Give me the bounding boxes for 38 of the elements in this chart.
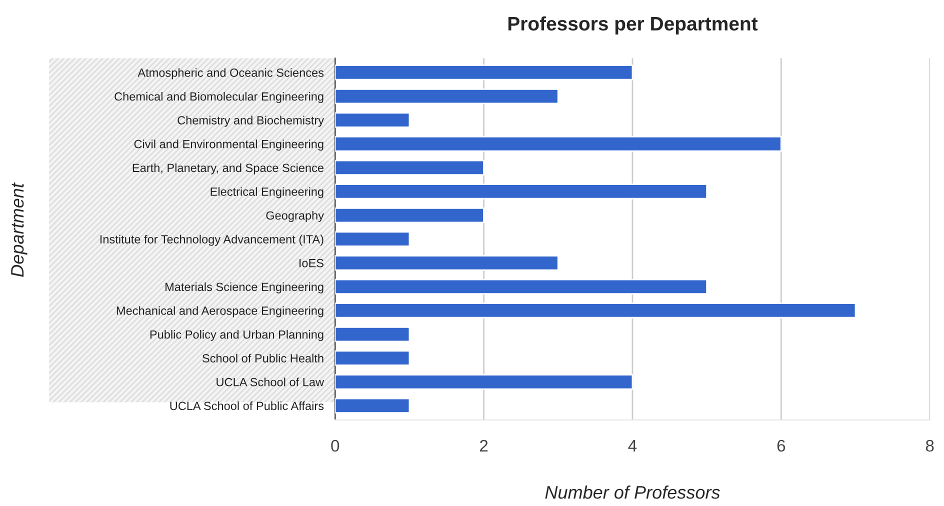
bar (335, 255, 559, 271)
bar (335, 231, 410, 247)
bar (335, 64, 634, 80)
y-tick-label: Chemical and Biomolecular Engineering (114, 92, 324, 103)
x-tick-label: 4 (628, 440, 637, 452)
y-tick-label: UCLA School of Law (216, 378, 324, 386)
x-tick-label: 2 (480, 440, 488, 452)
y-tick-label: Geography (266, 211, 324, 222)
y-tick-label: Electrical Engineering (210, 187, 324, 198)
chart-title: Professors per Department (508, 16, 758, 34)
bar (335, 398, 410, 414)
bar (335, 326, 410, 342)
bar (335, 350, 410, 366)
y-tick-label: Materials Science Engineering (166, 282, 324, 294)
y-tick-label: Atmospheric and Oceanic Sciences (138, 68, 324, 80)
y-tick-label: Civil and Environmental Engineering (134, 140, 324, 151)
x-tick-label: 6 (777, 440, 786, 452)
y-tick-label: IoES (300, 258, 324, 268)
bar (335, 136, 782, 152)
y-tick-label: Earth, Planetary, and Space Science (132, 163, 324, 174)
bar (335, 374, 634, 390)
bar (335, 207, 484, 224)
y-tick-label: Institute for Technology Advancement (ITA) (100, 234, 324, 246)
bar (335, 184, 708, 200)
x-tick-label: 8 (926, 440, 934, 452)
bar (335, 302, 856, 318)
bar (335, 88, 559, 104)
y-axis-title: Department (11, 182, 28, 277)
bar (335, 160, 484, 176)
bar (335, 112, 410, 128)
y-tick-label: School of Public Health (202, 354, 324, 362)
y-tick-label: Public Policy and Urban Planning (150, 330, 324, 342)
x-tick-label: 0 (331, 440, 340, 452)
y-tick-label: Mechanical and Aerospace Engineering (116, 306, 324, 318)
y-tick-label: UCLA School of Public Affairs (170, 401, 324, 410)
x-axis-title: Number of Professors (545, 486, 720, 499)
y-tick-label: Chemistry and Biochemistry (178, 116, 324, 127)
bar (335, 278, 708, 295)
